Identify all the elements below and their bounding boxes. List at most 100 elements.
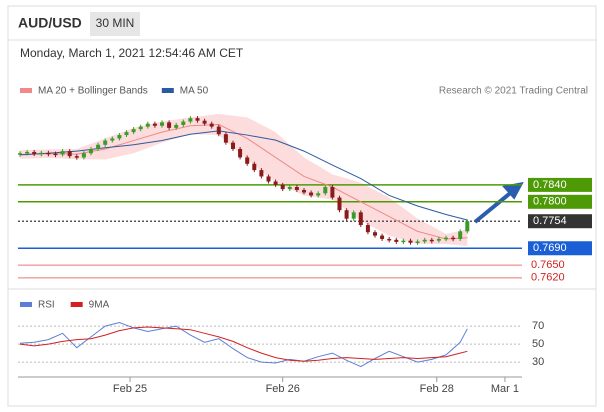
x-tick-label: Feb 26 [266, 383, 300, 395]
forecast-arrow [473, 188, 516, 224]
level-label: 0.7650 [531, 259, 565, 271]
candle [231, 142, 235, 149]
frame [7, 5, 597, 407]
candle [259, 170, 264, 177]
candle [174, 124, 179, 128]
source: Research © 2021 Trading Central [439, 86, 588, 97]
candle [451, 237, 456, 240]
candle [117, 135, 122, 139]
legend-label: RSI [38, 300, 55, 311]
legend-swatch [70, 302, 83, 307]
candle [167, 122, 172, 128]
candle [103, 140, 108, 145]
candle [380, 235, 385, 239]
candle [302, 189, 306, 193]
candle [39, 152, 44, 155]
candle [223, 134, 228, 143]
x-tick-label: Mar 1 [491, 383, 519, 395]
candle [74, 156, 79, 158]
candle [394, 239, 399, 242]
level-label-box [528, 214, 592, 229]
candle [124, 132, 129, 136]
legend-swatch [161, 88, 174, 93]
level-label: 0.7840 [533, 179, 567, 191]
y-tick-label: 30 [532, 356, 544, 368]
symbol: AUD/USD [18, 15, 82, 31]
candle [252, 163, 257, 171]
series-line [19, 321, 468, 368]
series-line [19, 326, 468, 362]
candle [188, 118, 193, 122]
indicator-line [19, 123, 468, 240]
candle [266, 176, 271, 182]
datetime: Monday, March 1, 2021 12:54:46 AM CET [20, 46, 244, 60]
candle [181, 121, 186, 125]
candle [458, 231, 463, 239]
candle [465, 221, 470, 232]
candle [429, 239, 434, 242]
candle [323, 187, 328, 194]
candle [415, 241, 420, 243]
candle [138, 126, 143, 130]
candle [316, 193, 321, 196]
candle [110, 138, 115, 141]
candle [152, 123, 157, 126]
legend-label: 9MA [89, 300, 110, 311]
candle [53, 153, 58, 156]
candle [358, 212, 363, 226]
candle [32, 151, 37, 155]
y-tick-label: 50 [532, 338, 544, 350]
candle [444, 237, 448, 240]
candle [195, 118, 200, 121]
candle [81, 153, 86, 158]
candle [273, 181, 278, 185]
candle [202, 120, 207, 124]
candle [436, 238, 441, 241]
legend-label: MA 50 [180, 86, 209, 97]
candle [25, 151, 30, 154]
candle [294, 187, 299, 190]
candle [67, 151, 72, 157]
level-label-box [528, 241, 592, 256]
candle [216, 126, 221, 135]
level-label: 0.7620 [531, 272, 565, 284]
candle [245, 157, 250, 164]
level-label: 0.7800 [533, 196, 567, 208]
candle [160, 122, 164, 126]
candle [280, 184, 285, 190]
level-label-box [528, 194, 592, 209]
x-tick-label: Feb 25 [113, 383, 147, 395]
candle [131, 129, 136, 133]
indicator-line [19, 130, 468, 221]
candle [337, 197, 342, 211]
candle [387, 238, 392, 241]
candle [18, 153, 22, 155]
candle [46, 152, 51, 155]
level-label: 0.7690 [533, 242, 567, 254]
candle [309, 192, 314, 196]
candle [373, 232, 377, 236]
x-tick-label: Feb 28 [420, 383, 454, 395]
legend-label: MA 20 + Bollinger Bands [38, 86, 148, 97]
candle [422, 239, 427, 242]
candle [238, 148, 243, 158]
candle [365, 225, 370, 233]
level-label: 0.7754 [533, 215, 567, 227]
candle [351, 212, 356, 219]
candle [209, 123, 214, 127]
timeframe: 30 MIN [96, 16, 135, 30]
candle [89, 148, 93, 154]
candle [287, 187, 292, 190]
candle [330, 187, 335, 198]
legend-swatch [20, 88, 32, 93]
candle [408, 240, 413, 243]
candle [96, 144, 101, 149]
level-label-box [528, 177, 592, 192]
candle [344, 210, 349, 219]
candle [60, 151, 65, 155]
legend-swatch [20, 302, 32, 307]
candle [401, 240, 406, 243]
candle [145, 123, 150, 127]
y-tick-label: 70 [532, 320, 544, 332]
